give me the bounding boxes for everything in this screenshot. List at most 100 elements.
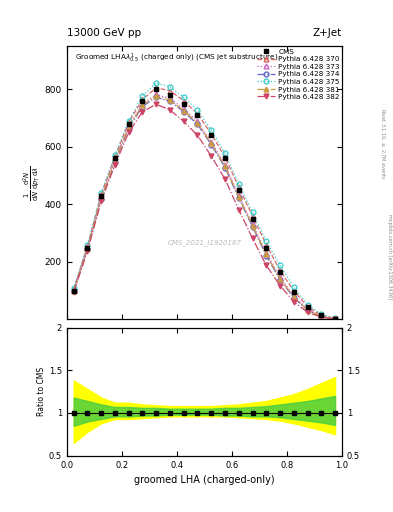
Pythia 6.428 373 — [305, 306, 310, 312]
Pythia 6.428 381 — [292, 294, 296, 300]
Pythia 6.428 381 — [319, 313, 324, 319]
CMS — [113, 155, 118, 161]
Pythia 6.428 373 — [72, 287, 76, 293]
Pythia 6.428 373 — [113, 157, 118, 163]
Pythia 6.428 374 — [168, 98, 173, 104]
CMS — [333, 315, 338, 322]
Pythia 6.428 374 — [250, 224, 255, 230]
Pythia 6.428 375 — [127, 118, 131, 124]
Pythia 6.428 375 — [222, 150, 227, 156]
Pythia 6.428 382 — [250, 235, 255, 241]
Pythia 6.428 374 — [99, 196, 104, 202]
Pythia 6.428 374 — [72, 288, 76, 294]
Pythia 6.428 374 — [264, 252, 269, 259]
Pythia 6.428 382 — [278, 283, 283, 289]
Pythia 6.428 373 — [127, 123, 131, 129]
Text: Groomed LHA$\lambda^{1}_{0.5}$ (charged only) (CMS jet substructure): Groomed LHA$\lambda^{1}_{0.5}$ (charged … — [75, 52, 279, 65]
Pythia 6.428 374 — [305, 307, 310, 313]
Line: Pythia 6.428 374: Pythia 6.428 374 — [71, 95, 338, 322]
Pythia 6.428 373 — [182, 106, 186, 112]
Pythia 6.428 382 — [182, 118, 186, 124]
Pythia 6.428 375 — [99, 190, 104, 196]
Pythia 6.428 381 — [72, 288, 76, 294]
Pythia 6.428 370 — [85, 243, 90, 249]
Pythia 6.428 381 — [127, 124, 131, 131]
Pythia 6.428 373 — [195, 118, 200, 124]
Pythia 6.428 370 — [333, 315, 338, 322]
Pythia 6.428 382 — [209, 153, 214, 159]
Y-axis label: Ratio to CMS: Ratio to CMS — [37, 367, 46, 416]
CMS — [278, 269, 283, 275]
Pythia 6.428 382 — [140, 109, 145, 115]
CMS — [250, 216, 255, 222]
Pythia 6.428 374 — [127, 125, 131, 131]
Pythia 6.428 370 — [182, 98, 186, 104]
Pythia 6.428 373 — [333, 316, 338, 322]
Pythia 6.428 373 — [292, 293, 296, 299]
Line: Pythia 6.428 375: Pythia 6.428 375 — [71, 80, 338, 321]
Pythia 6.428 370 — [209, 131, 214, 137]
Pythia 6.428 373 — [237, 192, 241, 198]
CMS — [85, 244, 90, 250]
CMS — [127, 121, 131, 127]
Pythia 6.428 370 — [278, 267, 283, 273]
Pythia 6.428 373 — [264, 250, 269, 256]
Pythia 6.428 374 — [195, 121, 200, 127]
Pythia 6.428 374 — [319, 313, 324, 319]
Pythia 6.428 374 — [140, 103, 145, 110]
Pythia 6.428 381 — [85, 246, 90, 252]
Pythia 6.428 375 — [168, 84, 173, 90]
Pythia 6.428 382 — [127, 130, 131, 136]
CMS — [168, 92, 173, 98]
Pythia 6.428 382 — [99, 199, 104, 205]
Text: CMS_2021_I1920187: CMS_2021_I1920187 — [167, 240, 241, 246]
Text: mcplots.cern.ch [arXiv:1306.3436]: mcplots.cern.ch [arXiv:1306.3436] — [387, 214, 391, 298]
Pythia 6.428 373 — [278, 274, 283, 280]
Pythia 6.428 370 — [140, 96, 145, 102]
CMS — [72, 288, 76, 294]
Legend: CMS, Pythia 6.428 370, Pythia 6.428 373, Pythia 6.428 374, Pythia 6.428 375, Pyt: CMS, Pythia 6.428 370, Pythia 6.428 373,… — [256, 47, 341, 101]
CMS — [319, 312, 324, 318]
Pythia 6.428 373 — [140, 101, 145, 108]
Pythia 6.428 370 — [113, 154, 118, 160]
Pythia 6.428 382 — [154, 101, 159, 108]
Pythia 6.428 382 — [168, 107, 173, 113]
Pythia 6.428 375 — [292, 284, 296, 290]
Pythia 6.428 382 — [85, 248, 90, 254]
CMS — [305, 304, 310, 310]
CMS — [209, 132, 214, 138]
Pythia 6.428 373 — [154, 91, 159, 97]
Pythia 6.428 370 — [250, 213, 255, 219]
Pythia 6.428 382 — [264, 262, 269, 268]
Pythia 6.428 375 — [305, 302, 310, 308]
Pythia 6.428 382 — [222, 176, 227, 182]
Pythia 6.428 370 — [264, 242, 269, 248]
Pythia 6.428 373 — [222, 162, 227, 168]
Pythia 6.428 370 — [292, 288, 296, 294]
Pythia 6.428 381 — [237, 194, 241, 200]
Pythia 6.428 374 — [222, 164, 227, 170]
Pythia 6.428 381 — [182, 108, 186, 114]
CMS — [195, 112, 200, 118]
Line: Pythia 6.428 382: Pythia 6.428 382 — [71, 102, 338, 322]
Text: 13000 GeV pp: 13000 GeV pp — [67, 28, 141, 38]
Pythia 6.428 374 — [209, 141, 214, 147]
Pythia 6.428 373 — [85, 245, 90, 251]
Pythia 6.428 375 — [154, 80, 159, 86]
Y-axis label: $\frac{1}{\mathrm{d}N}\,\frac{\mathrm{d}^2 N}{\mathrm{d}p_T\,\mathrm{d}\lambda}$: $\frac{1}{\mathrm{d}N}\,\frac{\mathrm{d}… — [21, 165, 42, 201]
Pythia 6.428 375 — [182, 94, 186, 100]
Line: Pythia 6.428 381: Pythia 6.428 381 — [71, 93, 338, 322]
Pythia 6.428 375 — [209, 127, 214, 133]
Pythia 6.428 374 — [237, 195, 241, 201]
CMS — [292, 289, 296, 295]
Line: CMS: CMS — [71, 87, 338, 321]
Pythia 6.428 373 — [209, 139, 214, 145]
Pythia 6.428 382 — [113, 162, 118, 168]
Pythia 6.428 370 — [319, 312, 324, 318]
Pythia 6.428 382 — [195, 132, 200, 138]
Pythia 6.428 370 — [305, 304, 310, 310]
Pythia 6.428 381 — [140, 102, 145, 108]
Pythia 6.428 373 — [319, 313, 324, 319]
Pythia 6.428 381 — [278, 275, 283, 282]
Pythia 6.428 381 — [209, 140, 214, 146]
